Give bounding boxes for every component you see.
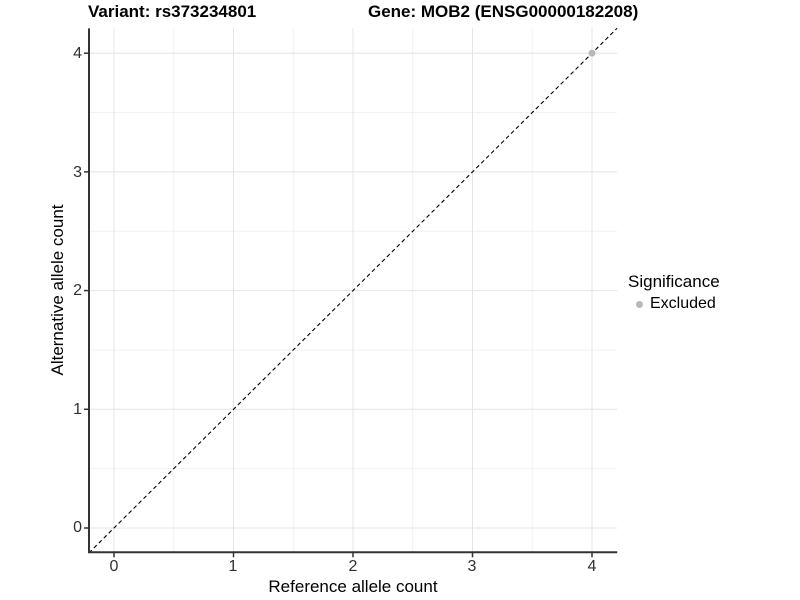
x-tick-label-0: 0	[109, 558, 119, 575]
y-tick-label-0: 0	[73, 519, 82, 536]
y-tick-label-1: 1	[73, 401, 82, 418]
y-tick-label-3: 3	[73, 164, 82, 181]
identity-dashed-line	[88, 27, 618, 554]
legend-title: Significance	[628, 272, 720, 291]
gene-title: Gene: MOB2 (ENSG00000182208)	[368, 2, 639, 21]
legend-key	[630, 295, 648, 313]
x-tick-label-2: 2	[348, 558, 358, 575]
legend: Significance Excluded	[628, 272, 720, 313]
x-tick-label-4: 4	[587, 558, 597, 575]
x-tick-label-3: 3	[467, 558, 477, 575]
x-tick-label-1: 1	[228, 558, 238, 575]
legend-item-excluded: Excluded	[628, 295, 720, 313]
x-axis-title: Reference allele count	[268, 577, 438, 596]
y-tick-label-2: 2	[73, 282, 82, 299]
legend-item-label: Excluded	[650, 295, 716, 312]
variant-title: Variant: rs373234801	[88, 2, 257, 21]
y-axis-title: Alternative allele count	[48, 204, 67, 376]
data-point-excluded	[588, 49, 596, 57]
excluded-dot-icon	[635, 300, 643, 308]
y-tick-label-4: 4	[73, 45, 82, 62]
